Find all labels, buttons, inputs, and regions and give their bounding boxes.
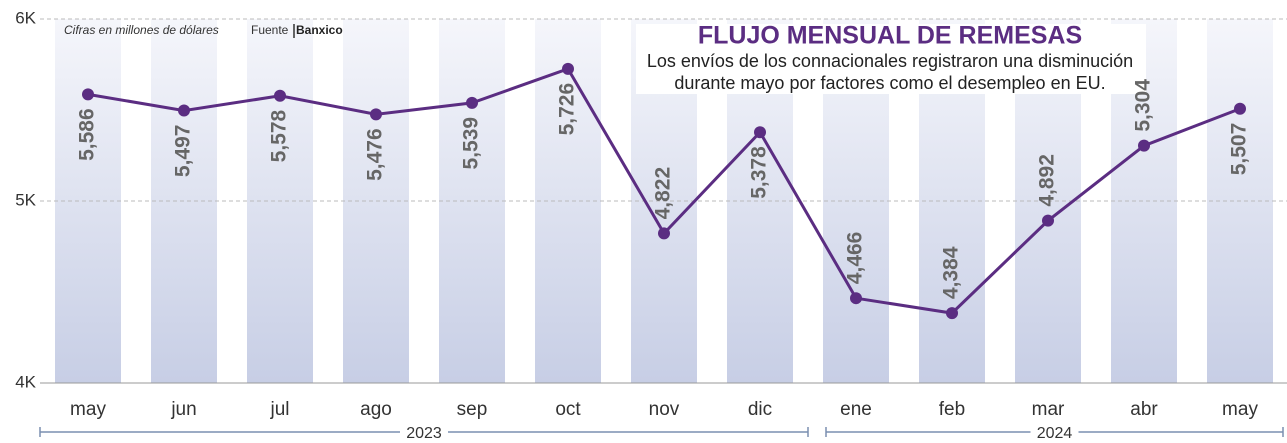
point <box>370 108 382 121</box>
group-label: 2023 <box>406 425 442 442</box>
x-tick-label: dic <box>748 399 772 420</box>
data-label: 4,892 <box>1036 154 1059 207</box>
x-tick-label: sep <box>457 399 488 420</box>
x-tick-label: oct <box>555 399 581 420</box>
x-tick-label: ago <box>360 399 392 420</box>
x-tick-label: feb <box>939 399 965 420</box>
point <box>274 89 286 102</box>
point <box>466 96 478 109</box>
data-label: 5,497 <box>172 125 195 178</box>
x-tick-label: ene <box>840 399 872 420</box>
y-tick-label: 4K <box>15 372 36 391</box>
x-tick-label: may <box>1222 399 1258 420</box>
point <box>850 292 862 305</box>
source: Banxico <box>296 23 343 37</box>
x-tick-label: mar <box>1032 399 1065 420</box>
source-label: Fuente <box>251 23 289 37</box>
point <box>82 88 94 101</box>
subtitle: durante mayo por factores como el desemp… <box>674 73 1105 93</box>
y-tick-label: 5K <box>15 190 36 209</box>
x-tick-label: nov <box>649 399 680 420</box>
data-label: 5,378 <box>748 146 771 199</box>
point <box>1234 102 1246 115</box>
point <box>178 104 190 117</box>
data-label: 5,586 <box>76 108 99 161</box>
subtitle: Los envíos de los connacionales registra… <box>647 51 1133 71</box>
group-label-bg <box>1030 424 1079 442</box>
y-tick-label: 6K <box>15 8 36 27</box>
x-tick-label: jun <box>170 399 196 420</box>
chart-title: FLUJO MENSUAL DE REMESAS <box>698 22 1082 50</box>
point <box>754 126 766 139</box>
x-tick-label: abr <box>1130 399 1158 420</box>
x-tick-label: jul <box>269 399 289 420</box>
data-label: 4,822 <box>652 167 675 220</box>
note: Cifras en millones de dólares <box>64 23 219 37</box>
x-tick-label: may <box>70 399 106 420</box>
point <box>1138 139 1150 152</box>
data-label: 5,578 <box>268 109 291 162</box>
data-label: 4,384 <box>940 246 963 299</box>
data-label: 5,476 <box>364 128 387 181</box>
title-box <box>636 24 1146 94</box>
point <box>946 307 958 320</box>
data-label: 5,507 <box>1228 123 1251 176</box>
data-label: 5,726 <box>556 83 579 136</box>
point <box>1042 214 1054 227</box>
group-label: 2024 <box>1037 425 1073 442</box>
group-label-bg <box>400 424 448 442</box>
data-label: 5,304 <box>1132 79 1155 132</box>
data-label: 5,539 <box>460 117 483 170</box>
point <box>562 62 574 75</box>
data-label: 4,466 <box>844 232 867 285</box>
point <box>658 227 670 240</box>
